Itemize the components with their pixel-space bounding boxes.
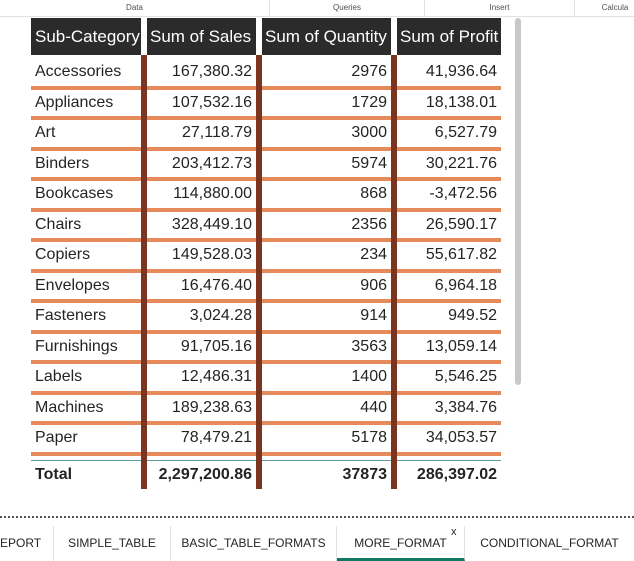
total-profit: 286,397.02: [391, 459, 501, 489]
category-cell: Art: [31, 118, 144, 151]
table-row[interactable]: Binders 203,412.73 5974 30,221.76: [31, 148, 501, 181]
quantity-cell: 1729: [256, 87, 394, 120]
sales-cell: 114,880.00: [141, 179, 259, 212]
table-row[interactable]: Fasteners 3,024.28 914 949.52: [31, 301, 501, 334]
header-spacer-row: [31, 55, 501, 59]
category-cell: Appliances: [31, 87, 144, 120]
table-row[interactable]: Machines 189,238.63 440 3,384.76: [31, 392, 501, 425]
profit-cell: 30,221.76: [391, 148, 501, 181]
quantity-cell: 914: [256, 301, 394, 334]
quantity-cell: 2976: [256, 59, 394, 90]
profit-cell: 34,053.57: [391, 423, 501, 456]
category-cell: Accessories: [31, 59, 144, 90]
category-cell: Fasteners: [31, 301, 144, 334]
table-row[interactable]: Paper 78,479.21 5178 34,053.57: [31, 423, 501, 456]
column-header-sum-of-sales[interactable]: Sum of Sales: [141, 18, 259, 55]
tab-more-format[interactable]: MORE_FORMAT: [337, 526, 465, 561]
quantity-cell: 5178: [256, 423, 394, 456]
spacer-cell: [391, 453, 501, 460]
category-cell: Labels: [31, 362, 144, 395]
quantity-cell: 868: [256, 179, 394, 212]
table-visual[interactable]: Sub-Category Sum of Sales Sum of Quantit…: [31, 18, 501, 489]
quantity-cell: 3000: [256, 118, 394, 151]
sales-cell: 78,479.21: [141, 423, 259, 456]
quantity-cell: 440: [256, 392, 394, 425]
ribbon-group-calculations: Calcula: [601, 3, 629, 12]
table-row[interactable]: Furnishings 91,705.16 3563 13,059.14: [31, 331, 501, 364]
total-sales: 2,297,200.86: [141, 459, 259, 489]
quantity-cell: 2356: [256, 209, 394, 242]
tab-simple-table[interactable]: SIMPLE_TABLE: [54, 526, 171, 561]
profit-cell: -3,472.56: [391, 179, 501, 212]
category-cell: Envelopes: [31, 270, 144, 303]
sales-cell: 203,412.73: [141, 148, 259, 181]
sales-cell: 328,449.10: [141, 209, 259, 242]
table-row[interactable]: Labels 12,486.31 1400 5,546.25: [31, 362, 501, 395]
tab-conditional-format[interactable]: CONDITIONAL_FORMAT: [480, 536, 619, 550]
category-cell: Furnishings: [31, 331, 144, 364]
spacer-cell: [141, 55, 259, 59]
column-header-sum-of-profit[interactable]: Sum of Profit: [391, 18, 501, 55]
profit-cell: 18,138.01: [391, 87, 501, 120]
profit-cell: 949.52: [391, 301, 501, 334]
quantity-cell: 234: [256, 240, 394, 273]
table-row[interactable]: Accessories 167,380.32 2976 41,936.64: [31, 59, 501, 90]
ribbon-group-labels: Data Queries Insert Calcula: [0, 0, 634, 17]
sales-cell: 167,380.32: [141, 59, 259, 90]
category-cell: Chairs: [31, 209, 144, 242]
sales-cell: 27,118.79: [141, 118, 259, 151]
table-row[interactable]: Bookcases 114,880.00 868 -3,472.56: [31, 179, 501, 212]
sales-cell: 149,528.03: [141, 240, 259, 273]
table-row[interactable]: Copiers 149,528.03 234 55,617.82: [31, 240, 501, 273]
category-cell: Paper: [31, 423, 144, 456]
sales-cell: 12,486.31: [141, 362, 259, 395]
profit-cell: 6,964.18: [391, 270, 501, 303]
ribbon-group-data: Data: [0, 0, 270, 16]
sales-cell: 91,705.16: [141, 331, 259, 364]
profit-cell: 55,617.82: [391, 240, 501, 273]
column-header-sub-category[interactable]: Sub-Category: [31, 18, 144, 55]
spacer-cell: [256, 453, 394, 460]
table-row[interactable]: Chairs 328,449.10 2356 26,590.17: [31, 209, 501, 242]
vertical-scrollbar[interactable]: [515, 18, 521, 385]
close-icon[interactable]: x: [451, 526, 457, 538]
tab-basic-table-formats[interactable]: BASIC_TABLE_FORMATS: [171, 526, 337, 561]
ribbon-group-queries: Queries: [270, 0, 425, 16]
table-row[interactable]: Art 27,118.79 3000 6,527.79: [31, 118, 501, 151]
profit-cell: 26,590.17: [391, 209, 501, 242]
table-row[interactable]: Appliances 107,532.16 1729 18,138.01: [31, 87, 501, 120]
sales-cell: 3,024.28: [141, 301, 259, 334]
profit-cell: 6,527.79: [391, 118, 501, 151]
total-row: Total 2,297,200.86 37873 286,397.02: [31, 459, 501, 489]
spacer-cell: [256, 55, 394, 59]
spacer-cell: [391, 55, 501, 59]
ribbon-group-insert: Insert: [425, 0, 575, 16]
category-cell: Binders: [31, 148, 144, 181]
table-body: Accessories 167,380.32 2976 41,936.64 Applia…: [31, 55, 501, 489]
table-row[interactable]: Envelopes 16,476.40 906 6,964.18: [31, 270, 501, 303]
category-cell: Copiers: [31, 240, 144, 273]
page-tab-bar: EPORT SIMPLE_TABLE BASIC_TABLE_FORMATS M…: [0, 516, 634, 561]
category-cell: Bookcases: [31, 179, 144, 212]
profit-cell: 41,936.64: [391, 59, 501, 90]
table-header-row: Sub-Category Sum of Sales Sum of Quantit…: [31, 18, 501, 55]
sales-cell: 107,532.16: [141, 87, 259, 120]
sales-cell: 189,238.63: [141, 392, 259, 425]
profit-cell: 3,384.76: [391, 392, 501, 425]
category-cell: Machines: [31, 392, 144, 425]
spacer-cell: [141, 453, 259, 460]
quantity-cell: 906: [256, 270, 394, 303]
tab-report[interactable]: EPORT: [0, 526, 54, 561]
sales-cell: 16,476.40: [141, 270, 259, 303]
quantity-cell: 1400: [256, 362, 394, 395]
sales-table: Sub-Category Sum of Sales Sum of Quantit…: [31, 18, 501, 489]
total-spacer-row: [31, 453, 501, 460]
column-header-sum-of-quantity[interactable]: Sum of Quantity: [256, 18, 394, 55]
profit-cell: 5,546.25: [391, 362, 501, 395]
total-quantity: 37873: [256, 459, 394, 489]
profit-cell: 13,059.14: [391, 331, 501, 364]
quantity-cell: 5974: [256, 148, 394, 181]
quantity-cell: 3563: [256, 331, 394, 364]
total-label: Total: [31, 459, 144, 489]
